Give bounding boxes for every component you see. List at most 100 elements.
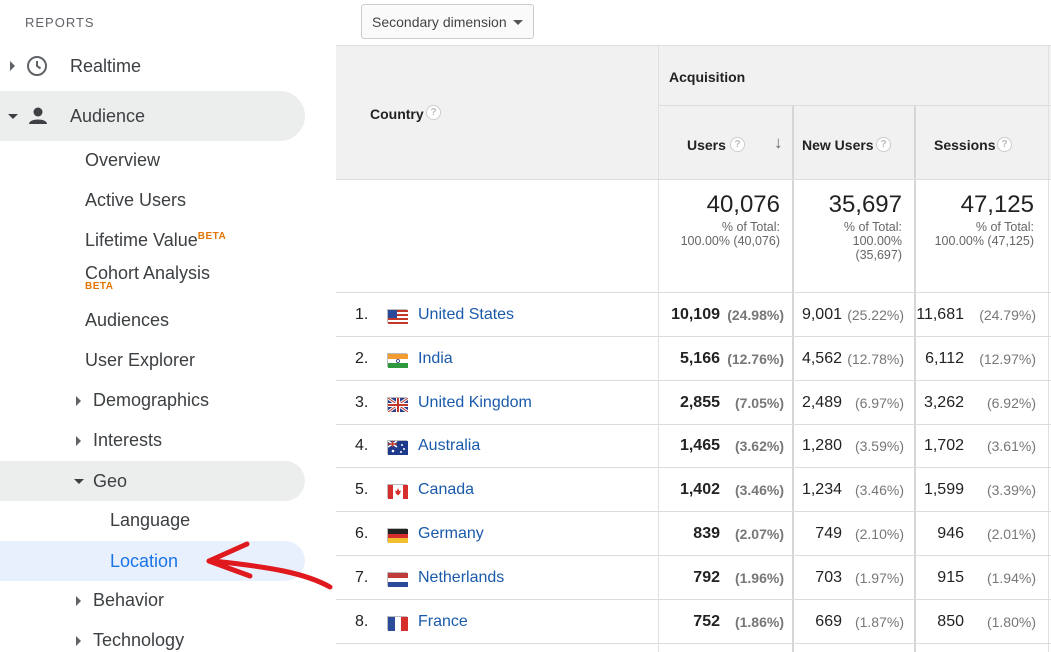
nav-cohort-analysis-label: Cohort Analysis — [85, 263, 211, 283]
sessions-pct: (3.39%) — [986, 482, 1036, 499]
germany-flag-icon — [387, 528, 408, 543]
collapse-arrow-icon[interactable] — [74, 479, 84, 484]
nav-location-label: Location — [110, 550, 179, 571]
country-link[interactable]: Australia — [418, 437, 481, 455]
secondary-dimension-dropdown[interactable]: Secondary dimension — [361, 4, 534, 39]
new-users-value: 749 — [815, 525, 842, 542]
india-flag-icon — [387, 352, 408, 368]
total-pct: 100.00% (47,125) — [934, 234, 1034, 248]
new-users-value: 1,280 — [801, 437, 842, 455]
sessions-value: 1,599 — [923, 481, 964, 499]
new-users-value: 9,001 — [801, 306, 842, 323]
uk-flag-icon — [387, 396, 409, 413]
row-divider — [336, 555, 1051, 556]
us-flag-icon — [387, 309, 408, 324]
sessions-header-label: Sessions — [934, 137, 996, 153]
divider — [1048, 45, 1049, 652]
nav-language[interactable]: Language — [110, 510, 191, 530]
users-value: 1,465 — [679, 437, 720, 455]
new-users-column-header[interactable]: New Users ? — [794, 106, 914, 179]
country-link[interactable]: Canada — [418, 481, 475, 499]
sessions-value: 11,681 — [916, 306, 964, 323]
help-icon[interactable]: ? — [426, 105, 441, 120]
country-link[interactable]: United Kingdom — [418, 393, 532, 411]
nav-location[interactable]: Location — [0, 541, 305, 581]
help-icon[interactable]: ? — [876, 137, 891, 152]
total-pct-label: % of Total: — [721, 220, 780, 234]
nav-geo[interactable]: Geo — [0, 461, 305, 501]
nav-geo-label: Geo — [93, 470, 128, 491]
nav-cohort-analysis[interactable]: Cohort Analysis BETA — [85, 263, 210, 292]
new-users-header-label: New Users — [802, 137, 874, 153]
nav-interests[interactable]: Interests — [76, 430, 162, 451]
users-column-header[interactable]: Users ? ↓ — [659, 106, 792, 179]
row-index: 2. — [355, 349, 369, 367]
secondary-dimension-label: Secondary dimension — [372, 13, 507, 30]
total-pct: 100.00% (40,076) — [680, 234, 780, 248]
expand-arrow-icon[interactable] — [76, 636, 81, 646]
country-link[interactable]: United States — [418, 306, 515, 323]
total-pct-label: % of Total: — [975, 220, 1034, 234]
help-icon[interactable]: ? — [730, 137, 745, 152]
collapse-arrow-icon[interactable] — [8, 114, 18, 119]
country-link[interactable]: France — [418, 612, 468, 630]
nav-overview[interactable]: Overview — [85, 150, 161, 170]
help-icon[interactable]: ? — [997, 137, 1012, 152]
new-users-value: 2,489 — [801, 393, 842, 411]
sessions-value: 6,112 — [925, 349, 964, 367]
nav-realtime[interactable]: Realtime — [0, 41, 305, 91]
country-link[interactable]: Netherlands — [418, 568, 505, 586]
new-users-value: 1,234 — [801, 481, 842, 499]
new-users-value: 703 — [815, 568, 842, 586]
acquisition-header: Acquisition — [659, 45, 1051, 106]
users-pct: (7.05%) — [734, 394, 784, 411]
france-flag-icon — [387, 615, 408, 631]
new-users-pct: (2.10%) — [854, 526, 904, 542]
total-pct-label: % of Total: — [843, 220, 902, 234]
users-value: 10,109 — [671, 306, 720, 323]
nav-technology[interactable]: Technology — [76, 630, 184, 651]
new-users-pct: (3.46%) — [854, 482, 904, 499]
row-index: 3. — [355, 393, 369, 411]
users-value: 2,855 — [679, 393, 720, 411]
new-users-pct: (6.97%) — [854, 394, 904, 411]
divider — [336, 179, 1051, 180]
row-divider — [336, 642, 1051, 644]
divider — [659, 105, 1051, 106]
users-value: 752 — [693, 612, 720, 630]
expand-arrow-icon[interactable] — [10, 61, 15, 71]
nav-lifetime-value[interactable]: Lifetime ValueBETA — [85, 230, 226, 251]
reports-heading: REPORTS — [25, 15, 95, 30]
nav-behavior[interactable]: Behavior — [76, 590, 164, 611]
expand-arrow-icon[interactable] — [76, 596, 81, 606]
expand-arrow-icon[interactable] — [76, 396, 81, 406]
expand-arrow-icon[interactable] — [76, 436, 81, 446]
nav-audiences[interactable]: Audiences — [85, 310, 170, 330]
users-value: 5,166 — [679, 349, 720, 367]
sessions-value: 850 — [937, 612, 964, 630]
sessions-pct: (1.80%) — [986, 613, 1036, 630]
users-pct: (3.46%) — [734, 482, 784, 499]
new-users-pct: (1.87%) — [854, 613, 904, 630]
total-pct: 100.00% — [852, 234, 902, 248]
row-divider — [336, 423, 1051, 425]
new-users-pct: (1.97%) — [854, 569, 904, 586]
clock-icon — [27, 56, 47, 76]
nav-user-explorer[interactable]: User Explorer — [85, 350, 196, 370]
nav-active-users[interactable]: Active Users — [85, 190, 187, 210]
nav-audience[interactable]: Audience — [0, 91, 305, 141]
table-row: 1. United States 10,109 (24.98%) 9,001 (25.22… — [336, 293, 1051, 337]
sessions-column-header[interactable]: Sessions ? — [916, 106, 1051, 179]
acquisition-header-label: Acquisition — [669, 69, 746, 85]
users-value: 792 — [693, 568, 720, 586]
row-divider — [336, 336, 1051, 337]
nav-demographics[interactable]: Demographics — [76, 390, 209, 411]
nav-audience-label: Audience — [70, 105, 146, 126]
sort-descending-icon[interactable]: ↓ — [774, 133, 783, 152]
country-link[interactable]: India — [418, 349, 453, 367]
users-pct: (12.76%) — [727, 350, 784, 367]
country-link[interactable]: Germany — [418, 525, 484, 542]
nav-interests-label: Interests — [93, 430, 163, 450]
country-header[interactable]: Country ? — [336, 45, 659, 179]
country-header-label: Country — [370, 106, 424, 122]
